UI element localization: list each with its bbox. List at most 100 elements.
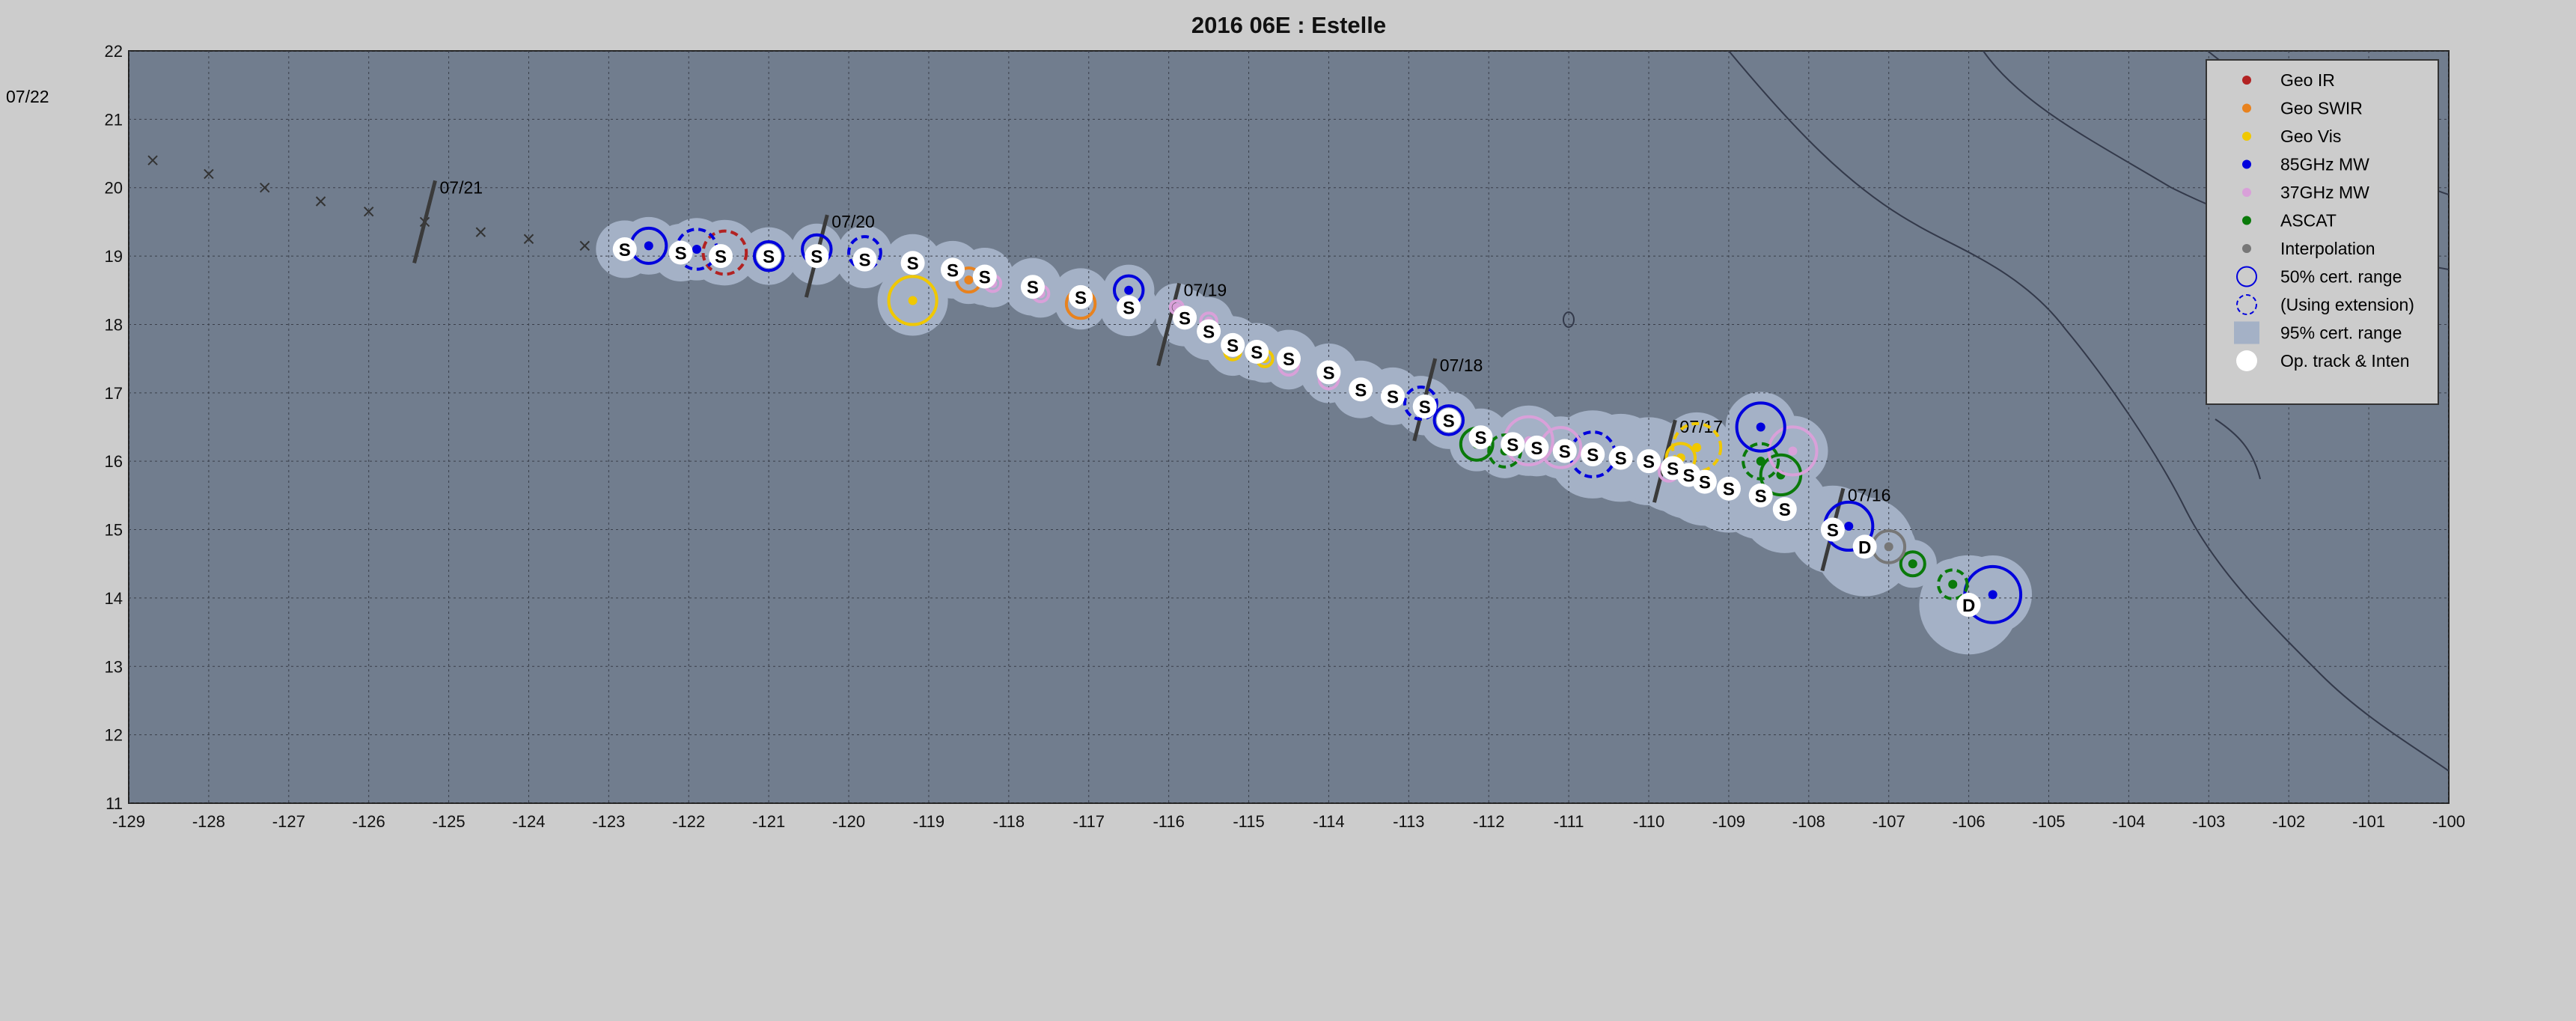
op-track-point <box>1197 319 1221 344</box>
op-track-intensity: S <box>1643 452 1655 472</box>
op-track-point <box>709 244 733 269</box>
extrapolated-point <box>363 206 374 217</box>
day-marker-label: 07/20 <box>831 212 875 231</box>
op-track-point <box>941 257 965 282</box>
op-track-point <box>1436 408 1461 433</box>
fix-certainty-circle <box>1742 442 1780 481</box>
op-track-intensity: S <box>1507 435 1519 455</box>
op-track-intensity: S <box>1355 380 1367 400</box>
op-track-intensity: S <box>1203 323 1215 343</box>
fix-certainty-circle <box>701 229 748 276</box>
legend-label: 85GHz MW <box>2280 155 2369 174</box>
extrapolated-point <box>579 240 590 252</box>
y-tick-label: 18 <box>105 315 123 334</box>
legend-swatch <box>2236 350 2257 371</box>
legend-box <box>2206 59 2439 405</box>
y-tick-label: 14 <box>105 589 123 608</box>
op-track-point <box>1820 517 1845 542</box>
op-track-point <box>1316 360 1341 385</box>
x-tick-label: -129 <box>112 812 145 831</box>
fix-point <box>1948 579 1958 589</box>
x-tick-label: -104 <box>2112 812 2145 831</box>
op-track-intensity: S <box>1443 411 1455 431</box>
legend-label: Geo IR <box>2280 70 2335 90</box>
extrapolated-point <box>260 183 270 193</box>
op-track-intensity: S <box>1227 336 1239 356</box>
op-track-point <box>1552 439 1577 463</box>
x-tick-label: -100 <box>2432 812 2465 831</box>
x-tick-label: -119 <box>913 812 944 831</box>
day-marker-line <box>1156 282 1182 367</box>
op-track-intensity: D <box>1962 596 1975 616</box>
op-track-point <box>1173 305 1197 330</box>
x-tick-label: -125 <box>433 812 466 831</box>
x-tick-label: -116 <box>1153 812 1184 831</box>
op-track-point <box>1581 442 1605 467</box>
op-track-intensity: S <box>1475 428 1487 448</box>
y-tick-label: 11 <box>106 794 123 813</box>
fix-certainty-circle <box>1403 385 1438 421</box>
op-track-intensity: S <box>1387 387 1399 407</box>
y-tick-label: 20 <box>105 179 123 198</box>
fix-point <box>1756 457 1765 466</box>
op-track-intensity: S <box>1827 521 1839 541</box>
fix-certainty-circle <box>887 275 938 326</box>
op-track-point <box>972 264 997 289</box>
op-track-intensity: S <box>907 254 919 274</box>
op-track-intensity: S <box>1283 350 1295 370</box>
y-tick-label: 16 <box>105 452 123 471</box>
legend-label: Geo SWIR <box>2280 99 2363 118</box>
legend-swatch <box>2242 76 2251 85</box>
extrapolated-point <box>475 227 486 237</box>
y-tick-label: 22 <box>105 42 123 61</box>
op-track-intensity: S <box>858 251 870 271</box>
op-track-intensity: S <box>1559 442 1571 462</box>
extrapolated-point <box>147 155 158 165</box>
legend-label: 95% cert. range <box>2280 323 2402 343</box>
op-track-point <box>612 237 637 261</box>
legend-swatch <box>2242 132 2251 141</box>
op-track-intensity: S <box>1682 466 1694 486</box>
op-track-point <box>1748 483 1773 508</box>
op-track-point <box>1245 340 1269 364</box>
op-track-intensity: S <box>619 240 631 260</box>
fix-point <box>1908 559 1917 569</box>
legend-label: (Using extension) <box>2280 295 2414 314</box>
day-marker-label: 07/18 <box>1440 356 1483 375</box>
op-track-point <box>1501 432 1525 457</box>
legend-swatch <box>2242 103 2251 113</box>
fix-point <box>1844 521 1854 531</box>
x-tick-label: -113 <box>1393 812 1424 831</box>
legend-swatch <box>2236 294 2257 315</box>
x-tick-label: -123 <box>592 812 625 831</box>
legend-swatch <box>2242 188 2251 197</box>
fix-point <box>692 244 701 254</box>
legend-label: 37GHz MW <box>2280 183 2369 202</box>
op-track-intensity: S <box>1027 278 1039 298</box>
fix-certainty-circle <box>752 240 785 272</box>
op-track-intensity: S <box>1322 363 1334 383</box>
fix-certainty-circle <box>1899 550 1926 578</box>
legend-swatch <box>2242 216 2251 225</box>
legend-label: Op. track & Inten <box>2280 351 2410 371</box>
fix-point <box>964 275 974 285</box>
op-track-point <box>805 244 829 269</box>
fix-certainty-circle <box>1735 401 1786 453</box>
x-tick-label: -124 <box>512 812 545 831</box>
op-track-point <box>1221 332 1245 357</box>
op-track-point <box>757 244 781 269</box>
x-tick-label: -105 <box>2032 812 2065 831</box>
fix-point <box>1988 590 1997 600</box>
op-track-intensity: S <box>1530 439 1542 459</box>
op-track-intensity: S <box>763 247 775 267</box>
x-tick-label: -101 <box>2352 812 2385 831</box>
op-track-point <box>668 240 693 265</box>
x-tick-label: -109 <box>1712 812 1745 831</box>
x-tick-label: -115 <box>1233 812 1264 831</box>
x-tick-label: -106 <box>1953 812 1986 831</box>
op-track-point <box>1608 445 1633 470</box>
legend-label: Geo Vis <box>2280 127 2341 146</box>
day-marker-label: 07/21 <box>440 177 483 197</box>
